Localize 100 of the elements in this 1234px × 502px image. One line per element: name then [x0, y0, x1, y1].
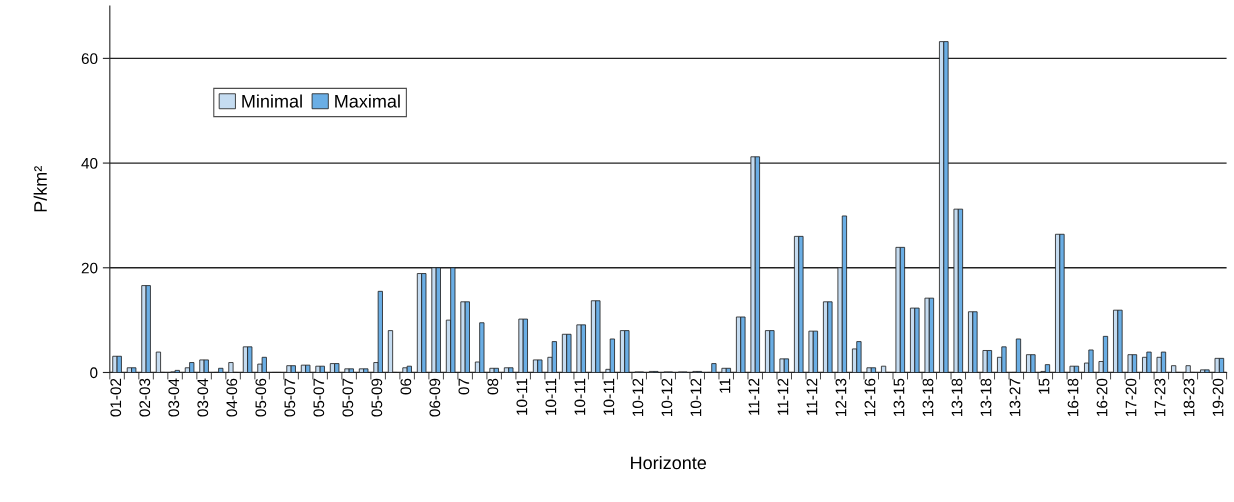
x-tick-label: 16-18: [1067, 378, 1079, 416]
bar: [145, 285, 151, 373]
bar: [1185, 365, 1191, 373]
x-tick-label: 10-11: [545, 378, 557, 415]
bar: [522, 318, 528, 373]
bar: [319, 365, 325, 373]
x-tick-label: 05-07: [313, 378, 325, 417]
x-tick-label: 19-20: [1212, 378, 1224, 416]
x-tick-label: 03-04: [168, 378, 180, 417]
bar: [261, 356, 267, 373]
bar: [740, 316, 746, 373]
x-tick-label: 01-02: [110, 378, 122, 417]
x-tick-label: 13-18: [980, 378, 992, 416]
y-tick-label: 60: [81, 53, 98, 65]
x-tick-label: 10-11: [574, 378, 586, 415]
bar: [460, 301, 466, 373]
x-tick-label: 06: [400, 378, 412, 395]
bar: [808, 330, 814, 373]
bar: [982, 350, 988, 373]
bar: [228, 362, 234, 373]
bar: [377, 290, 383, 373]
bar: [363, 368, 369, 373]
bar: [576, 324, 582, 373]
x-tick-label: 15: [1038, 378, 1050, 394]
x-tick-label: 05-07: [342, 378, 354, 417]
bar: [518, 318, 524, 373]
x-tick-label: 10-12: [661, 378, 673, 416]
bar: [870, 367, 877, 373]
bar: [131, 367, 137, 373]
bar: [421, 273, 427, 373]
x-tick-label: 17-20: [1125, 378, 1137, 416]
x-tick-label: 13-27: [1009, 378, 1021, 416]
legend-label: Maximal: [335, 94, 400, 108]
bar: [508, 367, 514, 373]
x-tick-label: 06-09: [429, 378, 441, 417]
x-tick-label: 12-13: [835, 378, 847, 416]
bar: [1001, 346, 1007, 373]
bar: [479, 322, 485, 373]
bar: [1044, 364, 1051, 373]
x-tick-label: 12-16: [864, 378, 876, 416]
bar: [1015, 338, 1022, 373]
x-tick-label: 05-09: [371, 378, 383, 417]
y-axis-title: P/km²: [33, 166, 47, 212]
x-tick-label: 10-11: [516, 378, 528, 415]
x-axis-title: Horizonte: [631, 456, 707, 470]
bar: [1030, 354, 1036, 373]
bar: [609, 338, 615, 373]
bar: [1171, 365, 1177, 373]
bar: [783, 358, 790, 373]
bar: [189, 362, 195, 373]
bar: [1204, 369, 1210, 373]
bar: [1160, 351, 1167, 373]
y-tick-label: 0: [90, 367, 98, 379]
x-tick-label: 05-07: [284, 378, 296, 417]
bar: [779, 358, 785, 373]
x-tick-label: 02-03: [139, 378, 151, 417]
y-tick-label: 40: [81, 157, 98, 169]
bar: [334, 363, 340, 373]
bar: [247, 346, 253, 373]
bar: [580, 324, 586, 373]
bar: [218, 367, 224, 373]
bar: [986, 350, 993, 373]
bar: [1102, 335, 1109, 373]
bar: [290, 365, 296, 373]
bar: [595, 300, 601, 373]
bar: [866, 367, 872, 373]
bar: [924, 297, 930, 373]
legend-label: Minimal: [242, 94, 302, 108]
x-tick-label: 07: [458, 378, 470, 395]
x-tick-label: 13-15: [893, 378, 905, 416]
bar: [856, 341, 862, 373]
bar: [1131, 354, 1138, 373]
x-tick-label: 17-23: [1154, 378, 1166, 416]
bar: [566, 333, 572, 373]
y-tick-label: 20: [81, 262, 98, 274]
x-tick-label: 08: [487, 378, 499, 395]
bar: [174, 369, 180, 373]
bar: [624, 330, 630, 373]
x-tick-label: 04-06: [226, 378, 238, 417]
bar: [387, 330, 394, 373]
bar: [464, 301, 470, 373]
bar: [769, 330, 775, 373]
bar: [972, 311, 978, 373]
x-tick-label: 11: [719, 378, 731, 393]
bar: [155, 351, 162, 373]
x-tick-label: 05-06: [255, 378, 267, 417]
bar: [1218, 357, 1225, 373]
bar: [827, 301, 833, 373]
bar: [1088, 349, 1094, 373]
bar: [116, 355, 122, 373]
bar: [1117, 309, 1123, 373]
bar: [711, 363, 717, 373]
x-tick-label: 13-18: [922, 378, 934, 416]
bar: [305, 364, 311, 373]
x-tick-label: 18-23: [1183, 378, 1195, 416]
x-tick-label: 10-12: [632, 378, 644, 416]
bar: [551, 341, 557, 373]
bar: [537, 359, 543, 373]
bar: [203, 359, 209, 373]
bar: [928, 297, 935, 373]
